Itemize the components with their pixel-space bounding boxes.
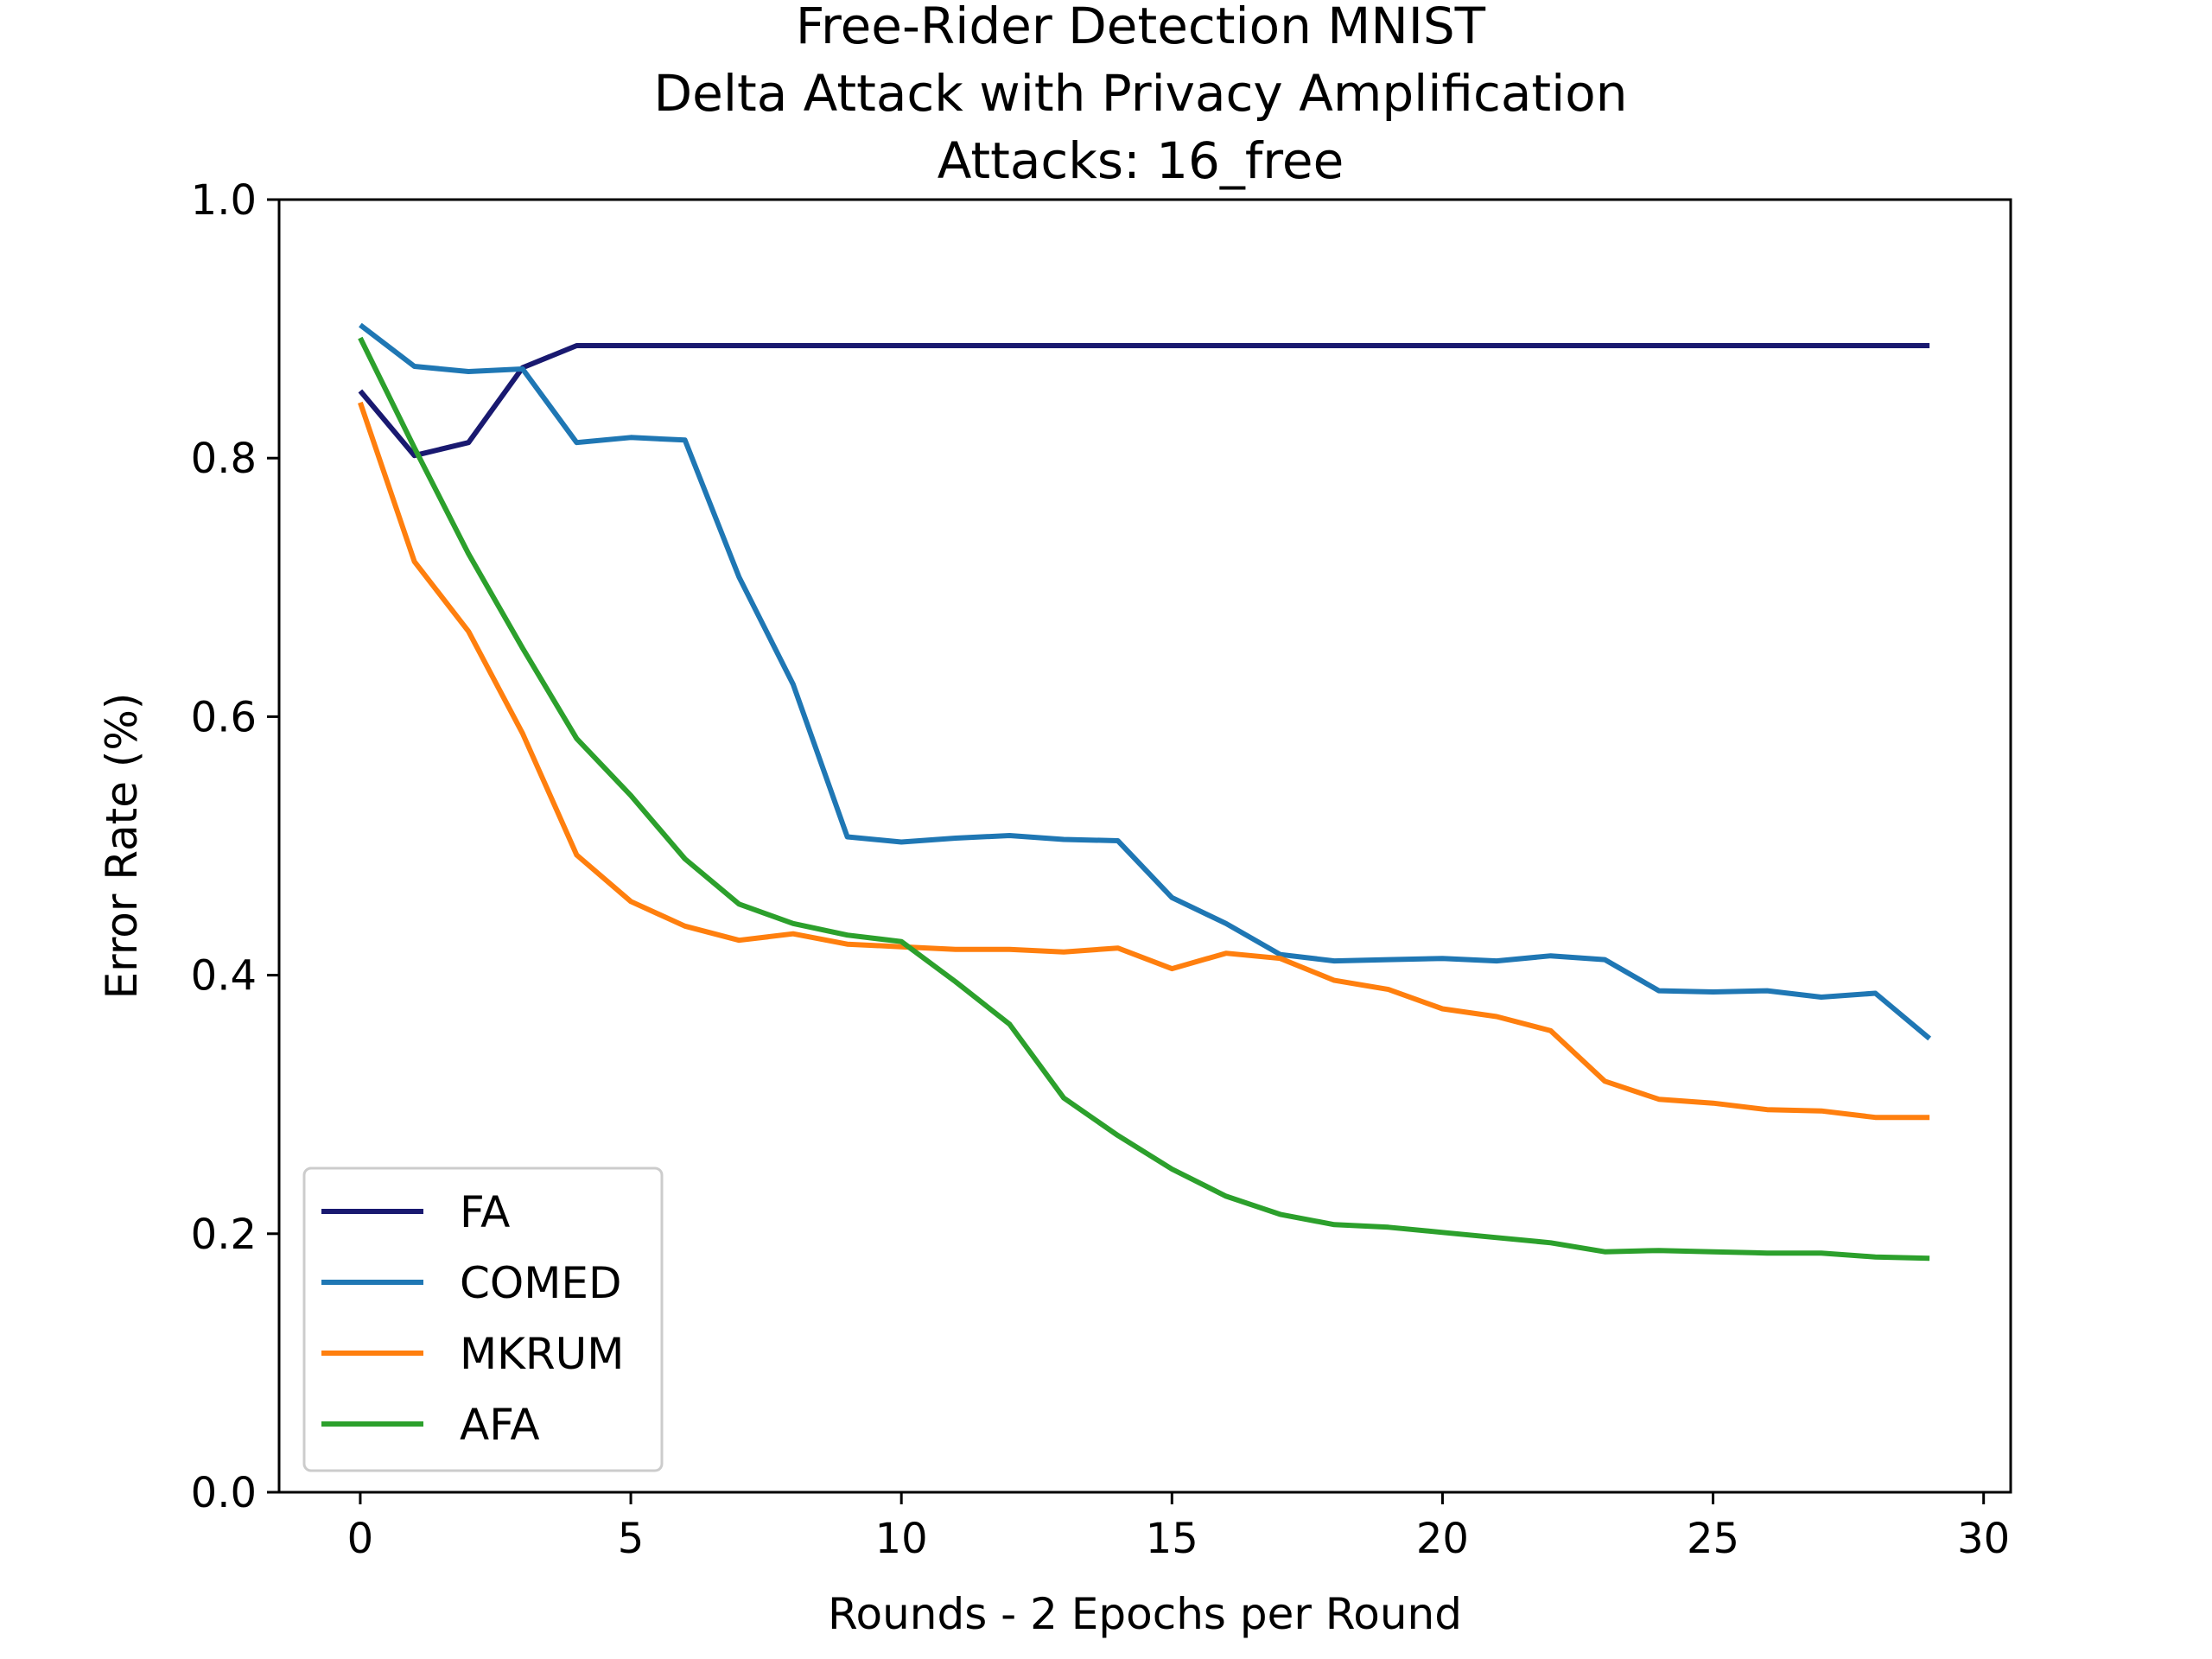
y-tick-label: 0.6 [191,693,257,741]
x-axis-ticks: 0 5 10 15 20 25 30 [347,1492,2010,1563]
x-tick-label: 15 [1146,1515,1198,1563]
x-tick-label: 0 [347,1515,374,1563]
y-tick-label: 0.2 [191,1211,257,1259]
y-axis-label: Error Rate (%) [97,693,147,1000]
y-tick-label: 0.8 [191,435,257,483]
y-tick-label: 1.0 [191,176,257,225]
x-axis-label: Rounds - 2 Epochs per Round [828,1589,1462,1639]
y-axis-ticks: 0.0 0.2 0.4 0.6 0.8 1.0 [191,176,279,1517]
chart-title-line-2: Delta Attack with Privacy Amplification [654,64,1628,123]
legend-frame [302,1166,664,1472]
series-line-afa [358,336,1930,1262]
series-line-mkrum [358,401,1930,1121]
series-line-comed [359,322,1932,1041]
y-tick-label: 0.4 [191,952,257,1001]
legend: FA COMED MKRUM AFA [302,1166,664,1472]
series-line-fa [358,343,1930,459]
chart-title-line-1: Free-Rider Detection MNIST [796,0,1486,55]
x-tick-label: 30 [1957,1515,2010,1563]
series-layer [358,322,1932,1262]
legend-label-mkrum: MKRUM [460,1329,624,1379]
plot-area-frame [277,198,2012,1494]
legend-label-comed: COMED [460,1258,622,1308]
legend-label-afa: AFA [460,1400,540,1450]
chart-title-line-3: Attacks: 16_free [938,131,1344,190]
legend-label-fa: FA [460,1187,510,1237]
x-tick-label: 5 [618,1515,645,1563]
x-tick-label: 20 [1416,1515,1469,1563]
x-tick-label: 25 [1687,1515,1739,1563]
x-tick-label: 10 [875,1515,928,1563]
y-tick-label: 0.0 [191,1469,257,1517]
